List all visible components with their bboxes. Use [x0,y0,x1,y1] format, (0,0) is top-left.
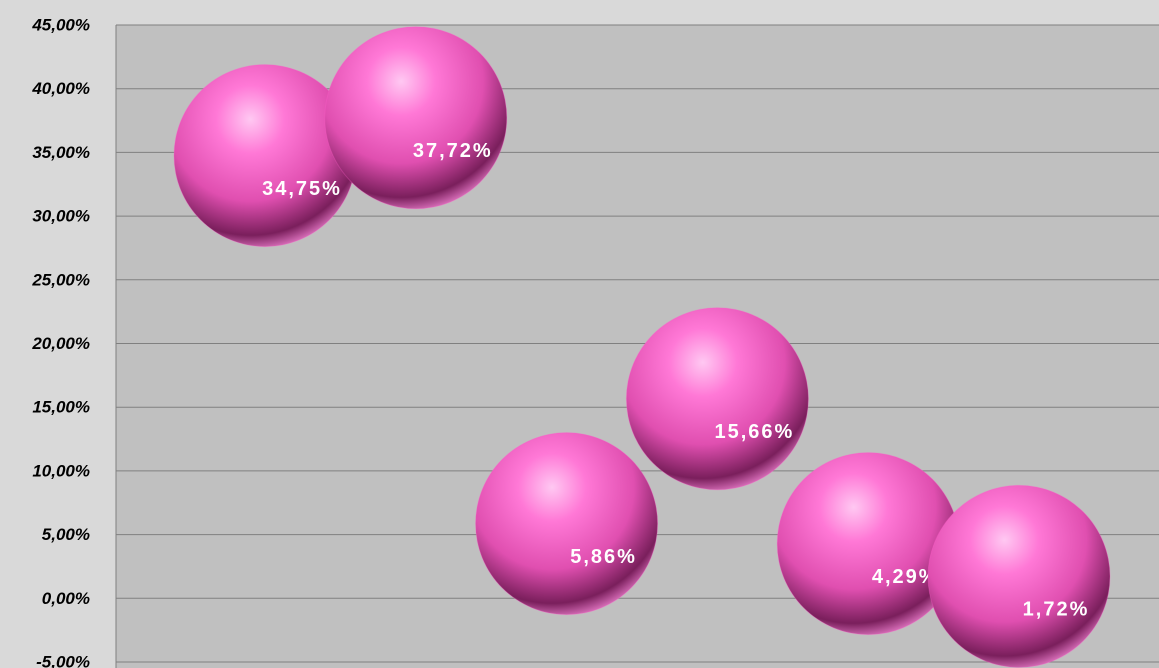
bubble [625,307,809,491]
value-label: 15,66% [714,421,794,443]
y-tick-label: 35,00% [32,143,90,162]
y-tick-label: 45,00% [31,15,90,34]
y-tick-label: 15,00% [32,398,90,417]
y-tick-label: 10,00% [32,461,90,480]
bubble [324,26,508,210]
value-label: 37,72% [413,140,493,162]
bubble [776,452,960,636]
y-tick-label: -5,00% [36,652,90,668]
y-tick-label: 5,00% [42,525,90,544]
value-label: 4,29% [872,566,939,588]
value-label: 34,75% [262,178,342,200]
value-label: 5,86% [570,546,637,568]
bubble [927,484,1111,668]
y-tick-label: 25,00% [31,270,90,289]
y-tick-label: 30,00% [32,207,90,226]
value-label: 1,72% [1023,599,1090,621]
bubble [475,432,659,616]
y-tick-label: 20,00% [31,334,90,353]
y-tick-label: 40,00% [31,79,90,98]
y-tick-label: 0,00% [42,589,90,608]
